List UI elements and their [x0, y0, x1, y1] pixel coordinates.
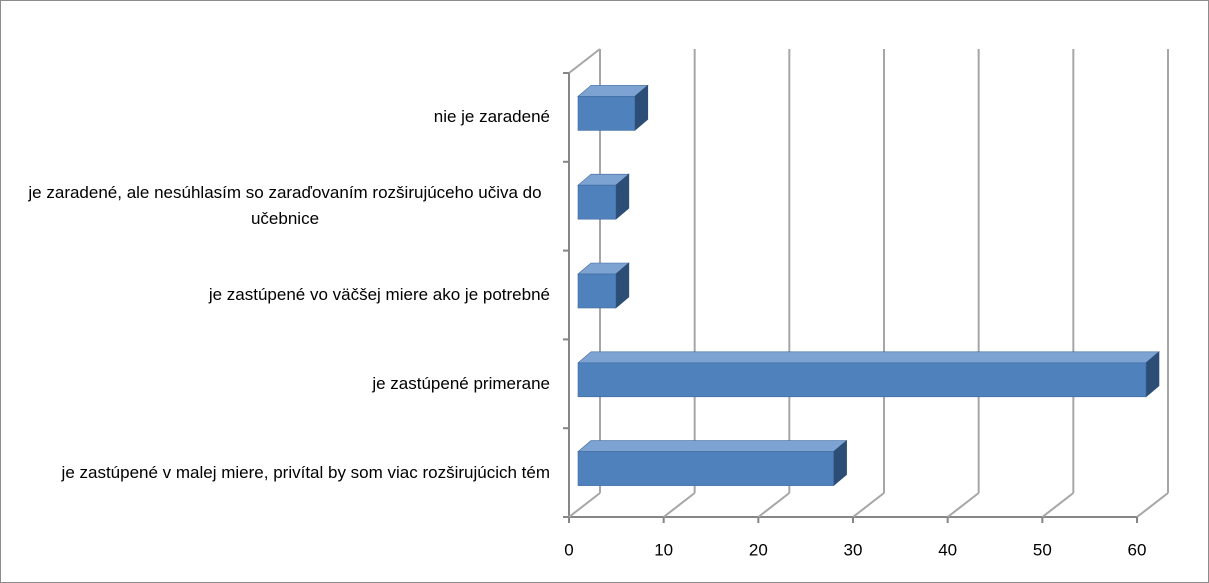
bar	[577, 96, 636, 131]
y-tick-label: je zaradené, ale nesúhlasím so zaraďovan…	[28, 183, 542, 229]
bar	[577, 362, 1147, 398]
grid-line	[757, 492, 790, 518]
y-tick-label: je zastúpené vo väčšej miere ako je potr…	[208, 285, 550, 304]
x-tick-label: 0	[564, 540, 573, 559]
grid-line	[1041, 492, 1074, 518]
category-label-box: je zastúpené primerane	[10, 371, 550, 397]
category-label-box: je zastúpené vo väčšej miere ako je potr…	[10, 282, 550, 308]
grid-line	[663, 492, 696, 518]
x-tick-label: 10	[654, 540, 673, 559]
wall-edge	[568, 48, 601, 74]
grid-line	[947, 492, 980, 518]
y-tick-label: nie je zaradené	[433, 107, 550, 127]
grid-line	[1136, 492, 1169, 518]
x-tick-label: 30	[844, 540, 863, 559]
y-tick-label: je zastúpené v malej miere, privítal by …	[61, 462, 550, 482]
bar	[577, 184, 617, 220]
grid-line	[568, 492, 601, 518]
x-tick-label: 40	[938, 540, 957, 559]
category-label-box: je zastúpené v malej miere, privítal by …	[10, 460, 550, 486]
x-tick-label: 50	[1033, 540, 1052, 559]
category-label-box: nie je zaradené	[10, 104, 550, 130]
bar-top	[577, 440, 848, 452]
y-tick-label: je zastúpené primerane	[372, 373, 550, 393]
x-tick-label: 60	[1128, 540, 1147, 559]
x-tick-label: 20	[749, 540, 768, 559]
bar-top	[577, 351, 1160, 364]
category-label-box: je zaradené, ale nesúhlasím so zaraďovan…	[10, 180, 550, 232]
bar	[577, 273, 617, 309]
bar	[577, 451, 834, 486]
grid-line	[852, 492, 885, 518]
